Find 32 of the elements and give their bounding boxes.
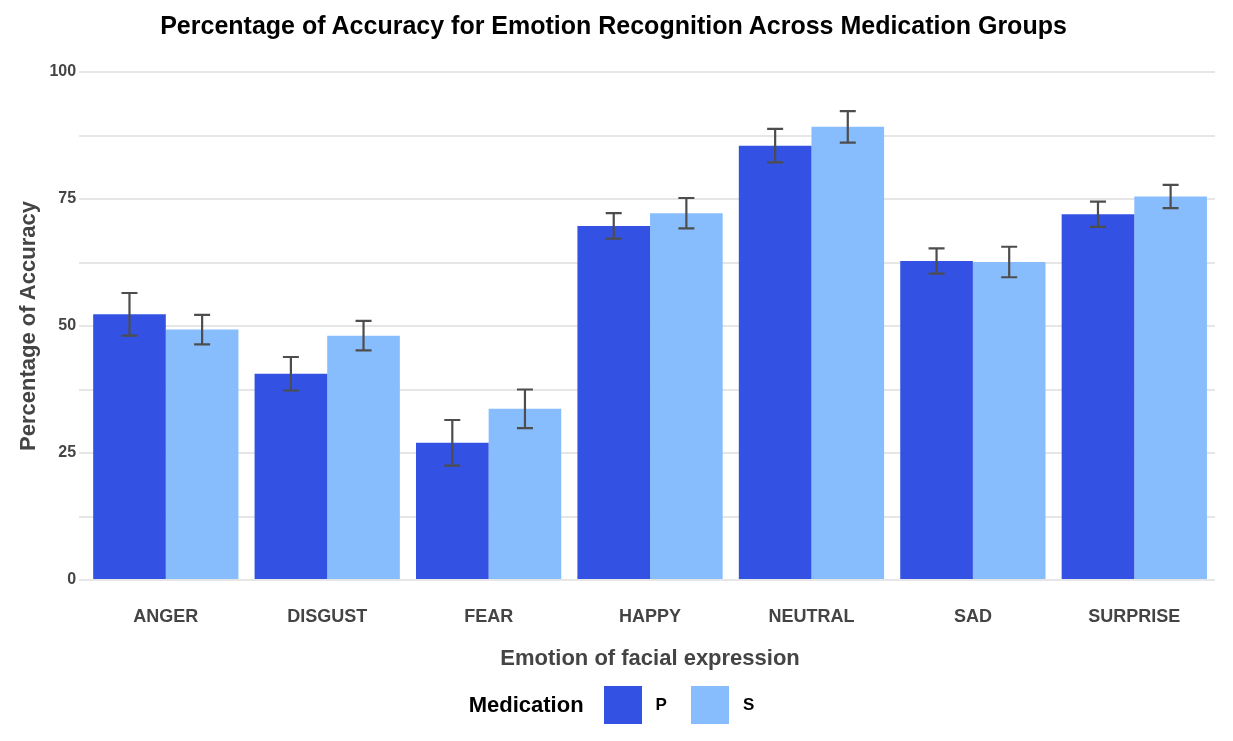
y-axis-title: Percentage of Accuracy	[15, 200, 41, 451]
x-tick-label: NEUTRAL	[768, 605, 855, 626]
y-tick-label: 0	[67, 570, 77, 588]
x-tick-label: SAD	[953, 605, 992, 626]
bar	[577, 225, 651, 579]
bar	[811, 126, 885, 579]
x-axis-title: Emotion of facial expression	[500, 644, 800, 670]
bar	[327, 335, 400, 579]
x-tick-label: DISGUST	[287, 605, 368, 626]
bar	[1061, 214, 1135, 579]
y-tick-label: 25	[58, 443, 77, 461]
bar	[254, 373, 328, 579]
x-tick-label: FEAR	[464, 605, 514, 626]
y-tick-label: 50	[58, 316, 77, 334]
y-tick-label: 75	[58, 189, 77, 207]
bar	[972, 261, 1046, 579]
legend-label: S	[742, 695, 755, 715]
bar	[416, 442, 489, 579]
legend-title: Medication	[468, 692, 584, 718]
chart-title: Percentage of Accuracy for Emotion Recognition Across Medication Groups	[160, 10, 1067, 39]
x-tick-label: ANGER	[133, 605, 199, 626]
legend-label: P	[655, 695, 667, 715]
x-tick-label: SURPRISE	[1088, 605, 1181, 626]
x-tick-label: HAPPY	[619, 605, 682, 626]
bar	[900, 260, 973, 579]
bar	[738, 145, 812, 579]
bar	[93, 314, 166, 579]
bar	[650, 213, 723, 579]
bar	[488, 408, 562, 579]
bar	[165, 329, 239, 579]
y-tick-label: 100	[49, 62, 77, 80]
bar	[1134, 196, 1207, 579]
